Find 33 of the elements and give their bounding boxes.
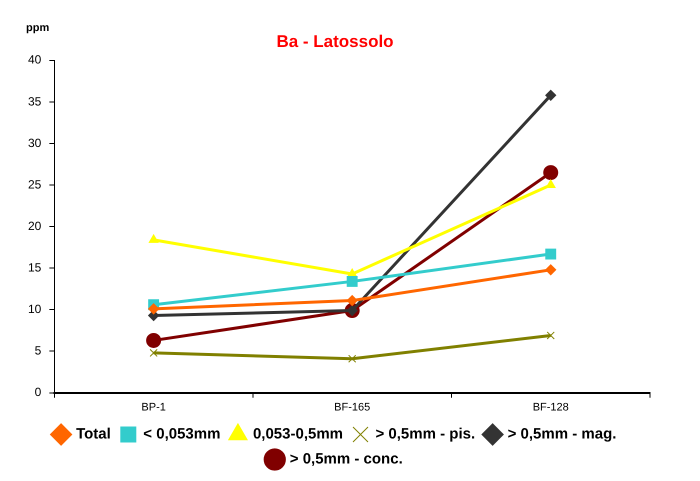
- y-tick-label: 10: [28, 302, 42, 316]
- point: [348, 354, 356, 363]
- x-tick-label: BF-165: [334, 401, 370, 414]
- y-tick-label: 20: [28, 218, 42, 233]
- y-tick-label: 30: [28, 136, 42, 150]
- point: [148, 303, 160, 314]
- chart-title: Ba - Latossolo: [276, 32, 394, 51]
- point: [148, 234, 158, 243]
- point: [543, 165, 558, 180]
- point: [546, 331, 555, 340]
- y-tick-label: 5: [34, 344, 42, 358]
- point: [545, 248, 556, 260]
- point: [346, 276, 358, 287]
- point: [146, 332, 162, 348]
- legend-label: > 0,5mm - pis.: [376, 426, 476, 443]
- y-tick-label: 25: [28, 177, 42, 192]
- legend-label: Total: [76, 426, 111, 443]
- y-axis-title: ppm: [26, 22, 50, 34]
- point: [546, 180, 556, 188]
- point: [545, 90, 556, 101]
- x-tick-label: BF-128: [532, 401, 569, 414]
- point: [150, 348, 158, 357]
- point: [346, 295, 358, 306]
- point: [545, 264, 556, 276]
- legend-label: > 0,5mm - conc.: [290, 450, 403, 468]
- x-tick-label: BP-1: [141, 401, 166, 414]
- legend-label: > 0,5mm - mag.: [508, 426, 616, 443]
- y-tick-label: 40: [28, 52, 42, 67]
- y-tick-label: 15: [28, 260, 42, 274]
- y-tick-label: 0: [34, 385, 42, 400]
- y-tick-label: 35: [28, 94, 42, 108]
- legend-label: 0,053-0,5mm: [252, 426, 343, 443]
- legend-label: < 0,053mm: [143, 426, 220, 443]
